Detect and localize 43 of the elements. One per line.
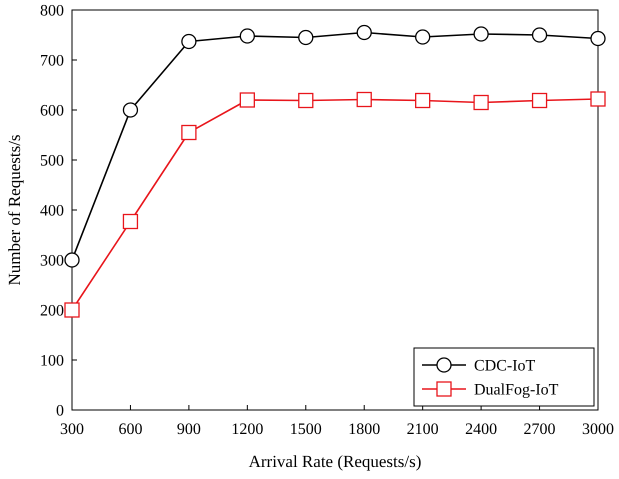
y-tick-label: 0 bbox=[56, 402, 64, 420]
legend-label: DualFog-IoT bbox=[474, 382, 559, 399]
point bbox=[532, 92, 548, 108]
point bbox=[590, 30, 606, 46]
point bbox=[181, 124, 197, 140]
point bbox=[298, 30, 314, 46]
point bbox=[590, 91, 606, 107]
point bbox=[240, 92, 255, 108]
x-tick-label: 2400 bbox=[465, 421, 498, 438]
point bbox=[64, 302, 80, 318]
y-tick-label: 200 bbox=[40, 302, 64, 320]
y-tick-label: 700 bbox=[40, 52, 64, 70]
x-tick-label: 600 bbox=[118, 421, 142, 438]
point bbox=[473, 94, 489, 110]
y-axis-title: Number of Requests/s bbox=[5, 134, 24, 286]
y-tick-label: 600 bbox=[40, 102, 64, 120]
x-tick-label: 900 bbox=[176, 421, 201, 438]
y-tick-label: 300 bbox=[40, 252, 64, 270]
x-tick-label: 1200 bbox=[231, 421, 264, 438]
point bbox=[415, 29, 430, 45]
x-tick-label: 2100 bbox=[406, 421, 439, 438]
point bbox=[415, 92, 430, 108]
point bbox=[122, 102, 138, 118]
x-tick-label: 1800 bbox=[348, 421, 380, 438]
x-tick-label: 1500 bbox=[290, 421, 322, 438]
point bbox=[64, 252, 80, 268]
point bbox=[356, 92, 372, 108]
x-tick-label: 2700 bbox=[524, 421, 556, 438]
x-axis-title: Arrival Rate (Requests/s) bbox=[248, 452, 422, 471]
point bbox=[181, 34, 197, 50]
y-tick-label: 800 bbox=[40, 2, 64, 20]
y-tick-label: 100 bbox=[40, 352, 64, 370]
point bbox=[532, 27, 548, 43]
x-tick-label: 3000 bbox=[582, 421, 614, 438]
x-tick-label: 300 bbox=[60, 421, 84, 438]
point bbox=[298, 92, 314, 108]
y-tick-label: 400 bbox=[40, 202, 64, 220]
point bbox=[356, 24, 372, 40]
legend-label: CDC-IoT bbox=[474, 358, 536, 375]
point bbox=[122, 214, 138, 230]
point bbox=[240, 28, 255, 44]
point bbox=[473, 26, 489, 42]
y-tick-label: 500 bbox=[40, 152, 64, 170]
